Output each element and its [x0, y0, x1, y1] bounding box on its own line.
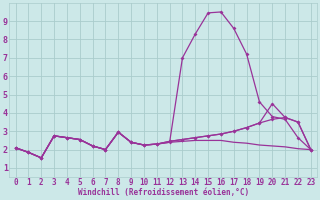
X-axis label: Windchill (Refroidissement éolien,°C): Windchill (Refroidissement éolien,°C)	[78, 188, 249, 197]
